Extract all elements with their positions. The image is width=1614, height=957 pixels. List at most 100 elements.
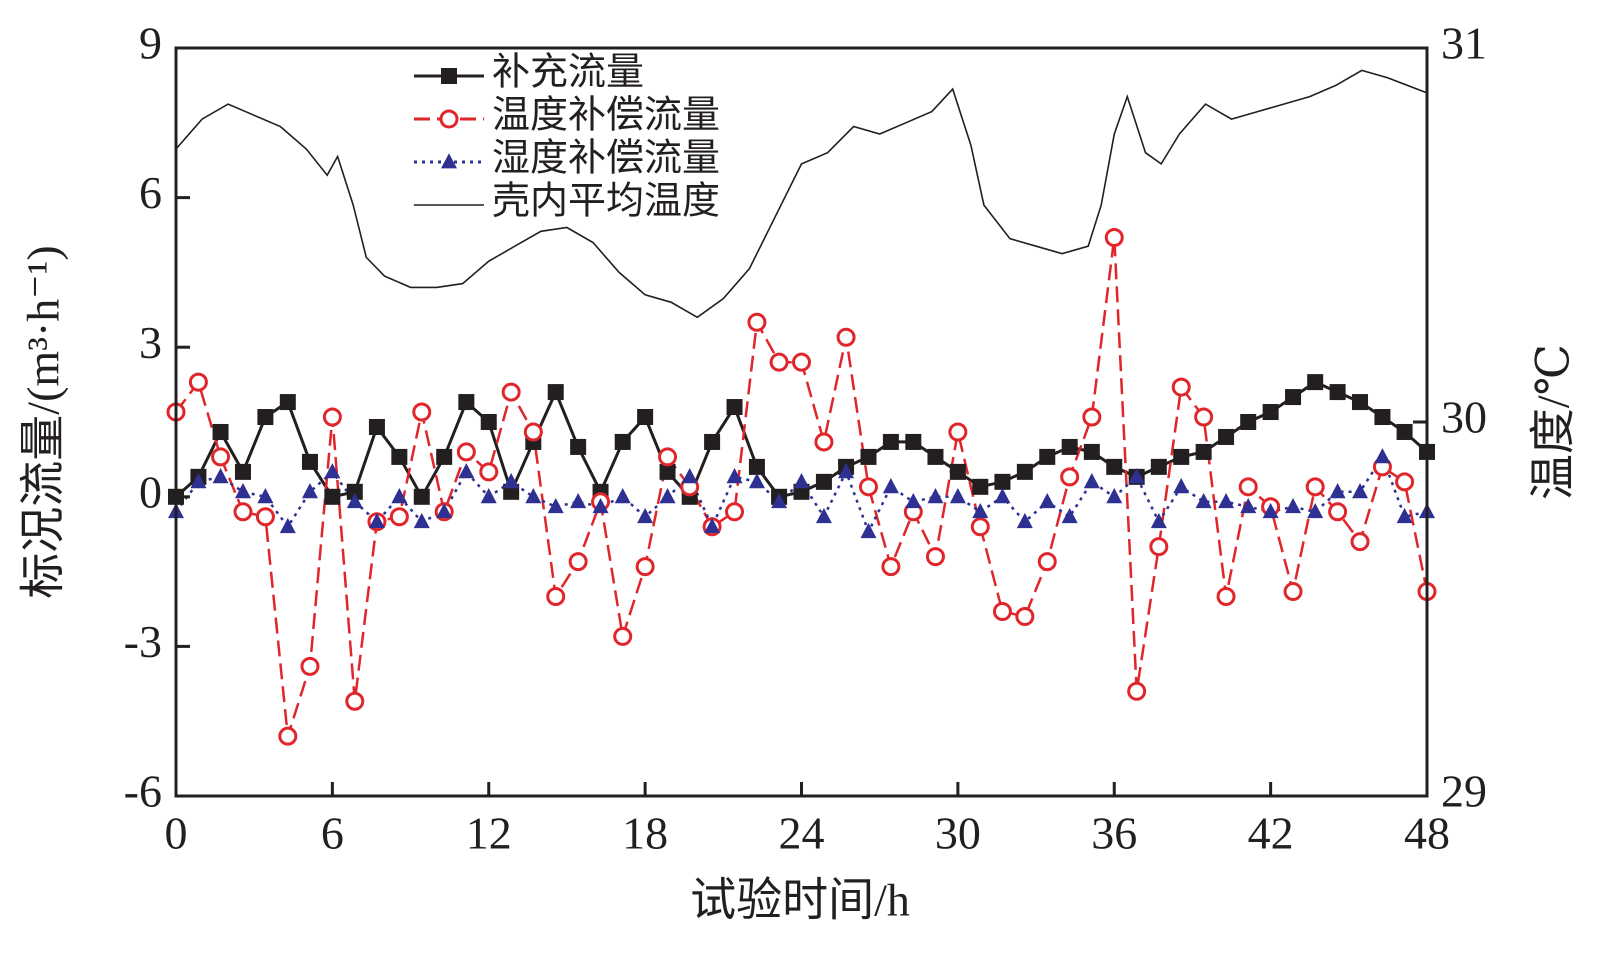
triangle-marker [905, 492, 922, 509]
y2-tick-label: 30 [1441, 392, 1487, 443]
y-axis-label: 标况流量/(m³·h⁻¹) [18, 245, 69, 598]
square-marker [257, 409, 274, 426]
triangle-marker [1218, 492, 1235, 509]
square-marker [994, 473, 1011, 490]
x-tick-label: 12 [466, 808, 512, 859]
circle-marker [1060, 467, 1080, 487]
square-marker [1083, 443, 1100, 460]
circle-marker [1395, 472, 1415, 492]
square-marker [301, 453, 318, 470]
circle-marker [747, 312, 767, 332]
square-marker [704, 433, 721, 450]
square-marker [391, 448, 408, 465]
circle-marker [389, 507, 409, 527]
circle-marker [792, 352, 811, 372]
triangle-marker [413, 512, 430, 529]
triangle-marker [1083, 473, 1100, 489]
triangle-marker [1285, 497, 1302, 514]
circle-marker [1037, 552, 1057, 572]
circle-marker [1305, 477, 1325, 497]
legend-label: 温度补偿流量 [492, 95, 720, 137]
x-tick-label: 24 [779, 808, 825, 859]
y-tick-label: 9 [139, 18, 162, 69]
square-marker [1374, 409, 1391, 426]
square-marker [547, 384, 564, 401]
square-marker [1061, 438, 1078, 455]
y-tick-label: 0 [139, 466, 162, 517]
series-line [174, 454, 1428, 535]
square-marker [570, 438, 587, 455]
triangle-marker [346, 492, 363, 509]
triangle-marker [1307, 502, 1324, 519]
square-marker [1150, 458, 1167, 475]
square-marker [441, 68, 457, 84]
circle-marker [970, 517, 990, 537]
circle-marker [814, 432, 834, 452]
circle-marker [233, 502, 253, 522]
triangle-marker [279, 517, 296, 534]
circle-marker [925, 547, 945, 567]
circle-marker [501, 382, 521, 402]
triangle-marker [771, 492, 788, 509]
circle-marker [300, 656, 320, 676]
triangle-marker [994, 488, 1011, 504]
circle-marker [1082, 407, 1102, 427]
x-tick-label: 0 [165, 808, 188, 859]
triangle-marker [234, 483, 251, 499]
triangle-marker [1039, 492, 1056, 509]
circle-marker [881, 557, 901, 577]
triangle-marker [1173, 478, 1190, 494]
x-tick-label: 30 [935, 808, 981, 859]
triangle-marker [570, 492, 587, 509]
triangle-marker [324, 463, 341, 479]
triangle-marker [1352, 483, 1369, 499]
square-marker [882, 433, 899, 450]
circle-marker [1238, 477, 1258, 497]
triangle-marker [458, 463, 475, 479]
triangle-marker [748, 473, 765, 489]
plot-frame [174, 46, 1429, 798]
square-marker [637, 409, 654, 426]
circle-marker [211, 447, 231, 467]
square-marker [1262, 404, 1279, 421]
triangle-marker [927, 488, 944, 504]
square-marker [1173, 448, 1190, 465]
square-marker [1039, 448, 1056, 465]
legend-entry: 补充流量 [414, 52, 644, 94]
square-marker [949, 463, 966, 480]
circle-marker [1194, 407, 1214, 427]
square-marker [860, 448, 877, 465]
circle-marker [725, 502, 745, 522]
triangle-marker [860, 522, 877, 539]
triangle-marker [190, 473, 207, 489]
triangle-marker [614, 488, 631, 504]
square-marker [413, 488, 430, 505]
triangle-marker [882, 478, 899, 494]
square-marker [726, 399, 743, 416]
circle-marker [345, 691, 365, 711]
triangle-marker [368, 512, 385, 529]
circle-marker [188, 372, 208, 392]
circle-marker [568, 552, 588, 572]
triangle-marker [1061, 507, 1078, 524]
triangle-marker [793, 473, 810, 489]
circle-marker [456, 442, 476, 462]
circle-marker [1350, 532, 1370, 552]
square-marker [1195, 443, 1212, 460]
circle-marker [658, 447, 678, 467]
circle-marker [255, 507, 275, 527]
y-tick-label: -6 [124, 766, 162, 817]
circle-marker [769, 352, 789, 372]
square-marker [346, 483, 363, 500]
square-marker [1106, 458, 1123, 475]
circle-marker [1127, 681, 1147, 701]
circle-marker [836, 327, 856, 347]
square-marker [234, 463, 251, 480]
triangle-marker [1128, 468, 1145, 484]
triangle-marker [815, 507, 832, 524]
triangle-marker [1106, 488, 1123, 504]
x-axis-label: 试验时间/h [690, 875, 910, 926]
square-marker [1396, 423, 1413, 440]
circle-marker [992, 601, 1012, 621]
square-marker [815, 473, 832, 490]
